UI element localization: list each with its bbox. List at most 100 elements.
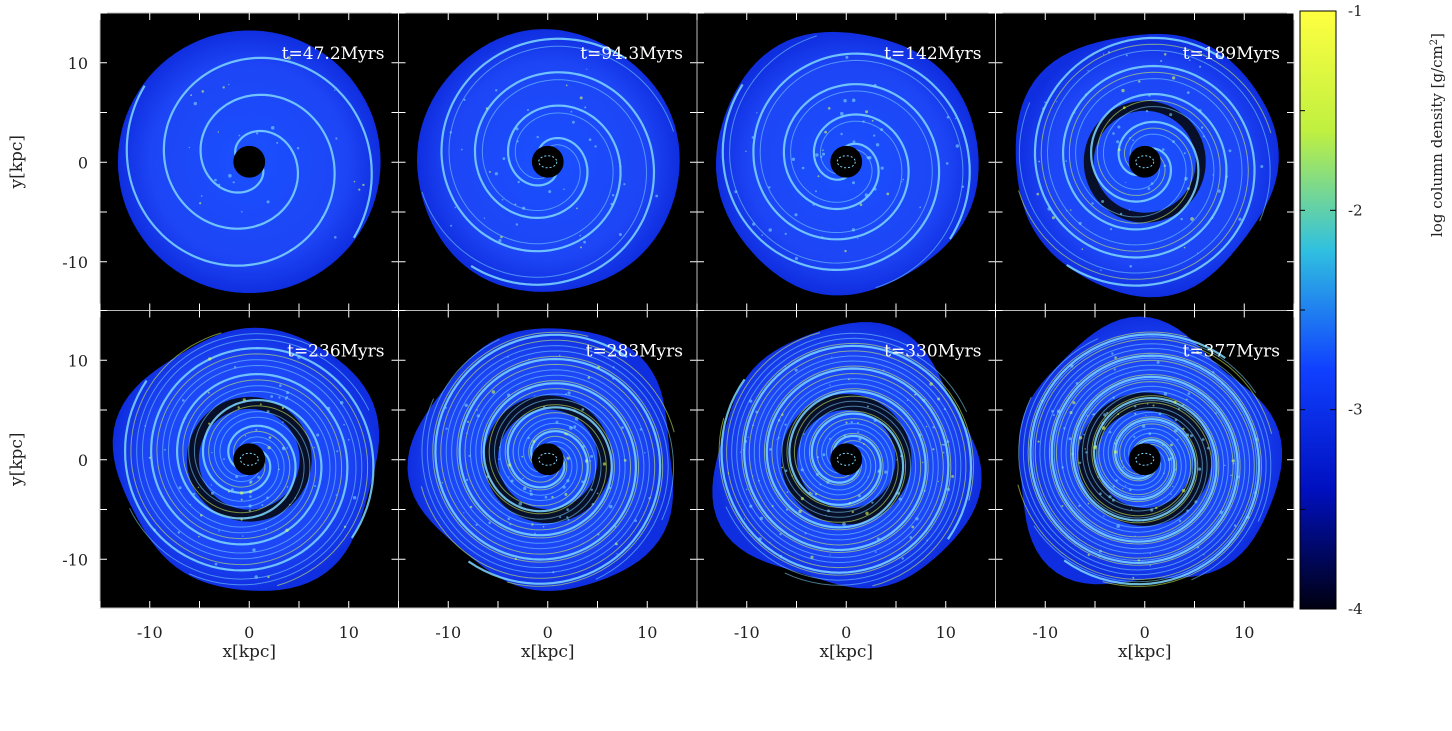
density-speck bbox=[951, 475, 954, 478]
density-speck bbox=[1232, 462, 1235, 465]
density-speck bbox=[852, 140, 856, 144]
density-speck bbox=[639, 428, 643, 431]
galaxy-center bbox=[233, 443, 266, 476]
density-speck bbox=[358, 188, 361, 191]
density-speck bbox=[502, 157, 506, 161]
spiral-arm bbox=[156, 353, 369, 587]
density-speck bbox=[1075, 382, 1079, 385]
density-speck bbox=[248, 504, 252, 508]
density-speck bbox=[148, 456, 151, 459]
density-speck bbox=[514, 557, 517, 561]
density-speck bbox=[1163, 53, 1167, 56]
density-speck bbox=[791, 157, 796, 161]
density-speck bbox=[784, 365, 786, 368]
density-speck bbox=[804, 532, 807, 535]
density-speck bbox=[454, 206, 457, 209]
density-speck bbox=[204, 435, 207, 438]
density-speck bbox=[469, 505, 473, 509]
density-speck bbox=[352, 496, 357, 500]
density-speck bbox=[570, 110, 573, 113]
spiral-arm bbox=[1018, 364, 1251, 576]
density-speck bbox=[777, 419, 781, 422]
density-speck bbox=[915, 517, 919, 521]
density-speck bbox=[1129, 137, 1131, 140]
density-speck bbox=[655, 194, 659, 198]
spiral-arm bbox=[426, 338, 645, 569]
colorbar-label-close: ] bbox=[1428, 33, 1446, 39]
density-speck bbox=[507, 356, 509, 358]
density-speck bbox=[749, 399, 753, 403]
density-speck bbox=[596, 492, 599, 495]
density-speck bbox=[289, 503, 291, 506]
spiral-arm bbox=[445, 345, 675, 550]
density-speck bbox=[932, 426, 935, 429]
density-speck bbox=[573, 425, 577, 429]
x-tick-label: 10 bbox=[1234, 623, 1254, 642]
density-speck bbox=[1101, 422, 1105, 425]
density-speck bbox=[1186, 433, 1190, 437]
density-speck bbox=[516, 140, 519, 143]
density-speck bbox=[1172, 485, 1174, 488]
time-label: t=94.3Myrs bbox=[580, 44, 683, 64]
central-ring bbox=[836, 452, 856, 466]
density-speck bbox=[817, 175, 820, 178]
density-speck bbox=[1117, 413, 1120, 416]
density-speck bbox=[1162, 148, 1165, 151]
x-tick-label: -10 bbox=[137, 623, 163, 642]
density-speck bbox=[1066, 210, 1068, 212]
density-speck bbox=[867, 476, 869, 478]
density-speck bbox=[1155, 506, 1158, 510]
density-speck bbox=[1203, 554, 1205, 556]
density-speck bbox=[798, 509, 802, 514]
density-speck bbox=[1115, 439, 1118, 441]
density-speck bbox=[946, 487, 950, 492]
density-speck bbox=[1167, 458, 1171, 461]
central-ring bbox=[239, 452, 259, 466]
density-speck bbox=[562, 485, 566, 489]
density-speck bbox=[857, 494, 861, 498]
density-speck bbox=[207, 391, 210, 394]
density-speck bbox=[1224, 464, 1226, 467]
density-speck bbox=[1183, 152, 1186, 155]
density-speck bbox=[747, 436, 749, 438]
density-speck bbox=[815, 473, 819, 476]
galaxy-center bbox=[531, 443, 564, 476]
density-speck bbox=[800, 468, 804, 472]
density-speck bbox=[1254, 491, 1257, 495]
density-speck bbox=[784, 423, 787, 426]
colorbar-tick-label: -4 bbox=[1348, 600, 1363, 618]
panel-4: t=189Myrs bbox=[995, 12, 1295, 312]
spiral-arm bbox=[162, 56, 373, 239]
density-speck bbox=[1199, 65, 1202, 68]
density-speck bbox=[1125, 181, 1127, 183]
density-speck bbox=[1069, 411, 1073, 415]
density-speck bbox=[911, 525, 915, 529]
density-speck bbox=[576, 207, 578, 210]
density-speck bbox=[810, 492, 813, 495]
density-speck bbox=[1230, 474, 1232, 477]
density-speck bbox=[1093, 445, 1097, 450]
density-speck bbox=[214, 178, 217, 182]
density-speck bbox=[584, 106, 587, 109]
density-speck bbox=[851, 228, 856, 232]
density-speck bbox=[530, 447, 532, 449]
density-speck bbox=[1087, 553, 1090, 557]
density-speck bbox=[464, 403, 468, 407]
density-speck bbox=[758, 537, 762, 541]
density-speck bbox=[1132, 139, 1135, 142]
spiral-arm bbox=[741, 342, 974, 554]
density-speck bbox=[1215, 412, 1217, 414]
density-speck bbox=[1217, 189, 1221, 193]
density-speck bbox=[482, 451, 484, 453]
density-speck bbox=[955, 144, 959, 148]
density-speck bbox=[343, 423, 345, 426]
density-speck bbox=[1124, 485, 1127, 487]
density-speck bbox=[873, 419, 877, 422]
density-speck bbox=[584, 459, 589, 463]
density-speck bbox=[1212, 174, 1214, 176]
density-speck bbox=[587, 376, 591, 379]
density-speck bbox=[1037, 440, 1040, 443]
density-speck bbox=[1163, 164, 1167, 167]
x-tick-label: 10 bbox=[936, 623, 956, 642]
